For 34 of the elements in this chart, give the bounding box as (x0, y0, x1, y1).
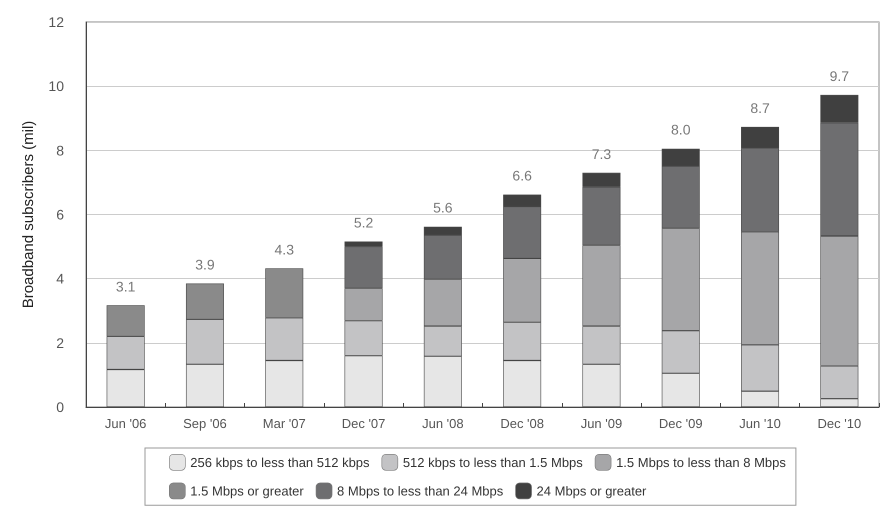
y-tick-label: 0 (56, 399, 64, 415)
x-tick-label: Dec '09 (658, 416, 703, 431)
x-tick-label: Jun '09 (580, 416, 622, 431)
y-tick-label: 10 (48, 78, 64, 94)
x-tick-label: Jun '08 (422, 416, 464, 431)
x-tick-label: Dec '07 (342, 416, 386, 431)
total-label: 7.3 (592, 146, 612, 162)
y-tick-label: 8 (56, 142, 64, 158)
x-tick-label: Dec '08 (500, 416, 544, 431)
total-label: 3.1 (116, 278, 136, 294)
total-label: 6.6 (512, 168, 532, 184)
x-tick-label: Dec '10 (818, 416, 862, 431)
y-tick-label: 4 (56, 270, 64, 287)
legend-label: 512 kbps to less than 1.5 Mbps (402, 454, 584, 470)
total-label: 3.9 (195, 256, 215, 272)
x-tick-label: Jun '06 (104, 416, 146, 431)
legend-label: 1.5 Mbps to less than 8 Mbps (616, 454, 786, 470)
legend-label: 1.5 Mbps or greater (190, 483, 304, 498)
total-label: 4.3 (274, 241, 294, 258)
y-tick-label: 12 (48, 14, 64, 30)
y-tick-label: 2 (56, 334, 64, 351)
legend-label: 256 kbps to less than 512 kbps (190, 454, 370, 470)
x-tick-label: Jun '10 (739, 416, 781, 431)
total-label: 5.2 (354, 214, 374, 230)
total-label: 8.7 (750, 100, 770, 116)
legend-label: 24 Mbps or greater (536, 483, 648, 498)
y-tick-label: 6 (56, 206, 64, 222)
y-axis-title: Broadband subscribers (mil) (20, 120, 37, 308)
x-tick-label: Sep '06 (183, 416, 227, 431)
total-label: 8.0 (671, 122, 691, 138)
total-label: 5.6 (433, 200, 453, 216)
legend-label: 8 Mbps to less than 24 Mbps (337, 483, 504, 498)
total-label: 9.7 (830, 68, 850, 84)
x-tick-label: Mar '07 (262, 416, 306, 431)
